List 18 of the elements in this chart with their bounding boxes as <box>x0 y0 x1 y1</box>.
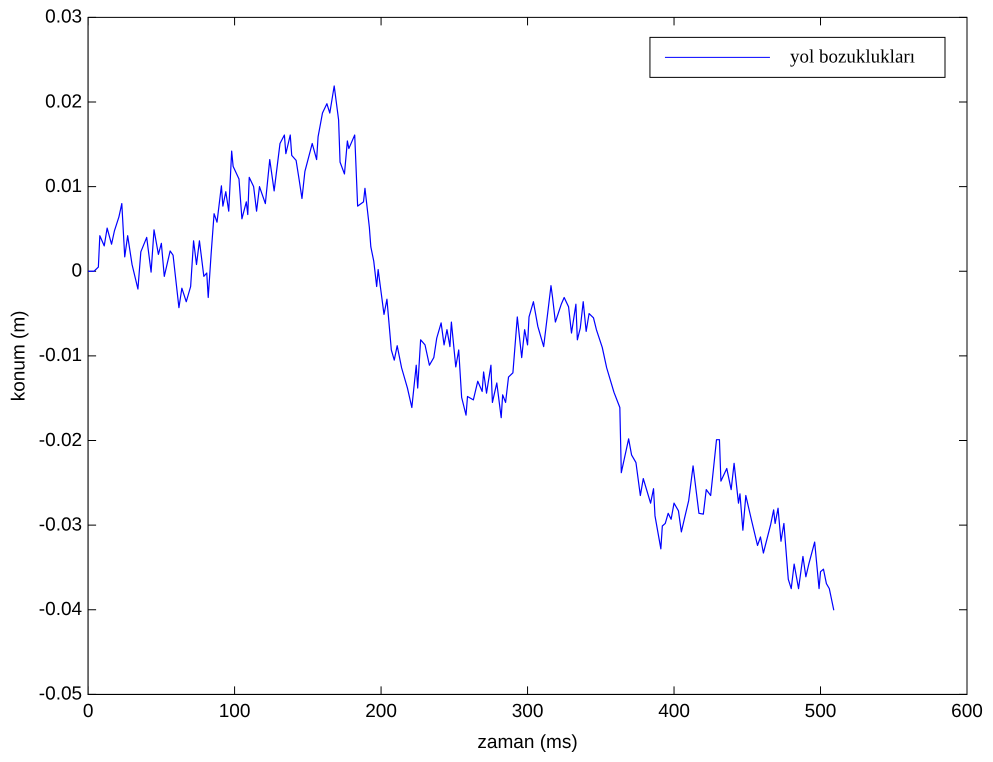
x-tick-label: 100 <box>218 701 250 722</box>
y-tick-label: -0.02 <box>38 430 82 451</box>
x-tick-label: 500 <box>804 701 836 722</box>
x-tick-label: 400 <box>658 701 690 722</box>
x-tick-label: 200 <box>365 701 397 722</box>
y-tick-label: -0.04 <box>38 599 83 620</box>
y-tick-label: 0 <box>72 260 82 282</box>
y-tick-label: 0.02 <box>45 91 82 112</box>
x-tick-label: 600 <box>951 701 983 722</box>
x-axis-title: zaman (ms) <box>477 732 578 753</box>
text: yol bozuklukları <box>790 46 916 68</box>
y-tick-label: 0.01 <box>45 176 82 197</box>
y-tick-label: 0.03 <box>45 6 82 28</box>
y-tick-label: -0.05 <box>38 684 82 705</box>
y-tick-label: -0.03 <box>38 514 82 536</box>
y-axis-title: konum (m) <box>8 310 30 402</box>
y-tick-label: -0.01 <box>38 345 82 366</box>
x-tick-label: 300 <box>512 701 544 722</box>
